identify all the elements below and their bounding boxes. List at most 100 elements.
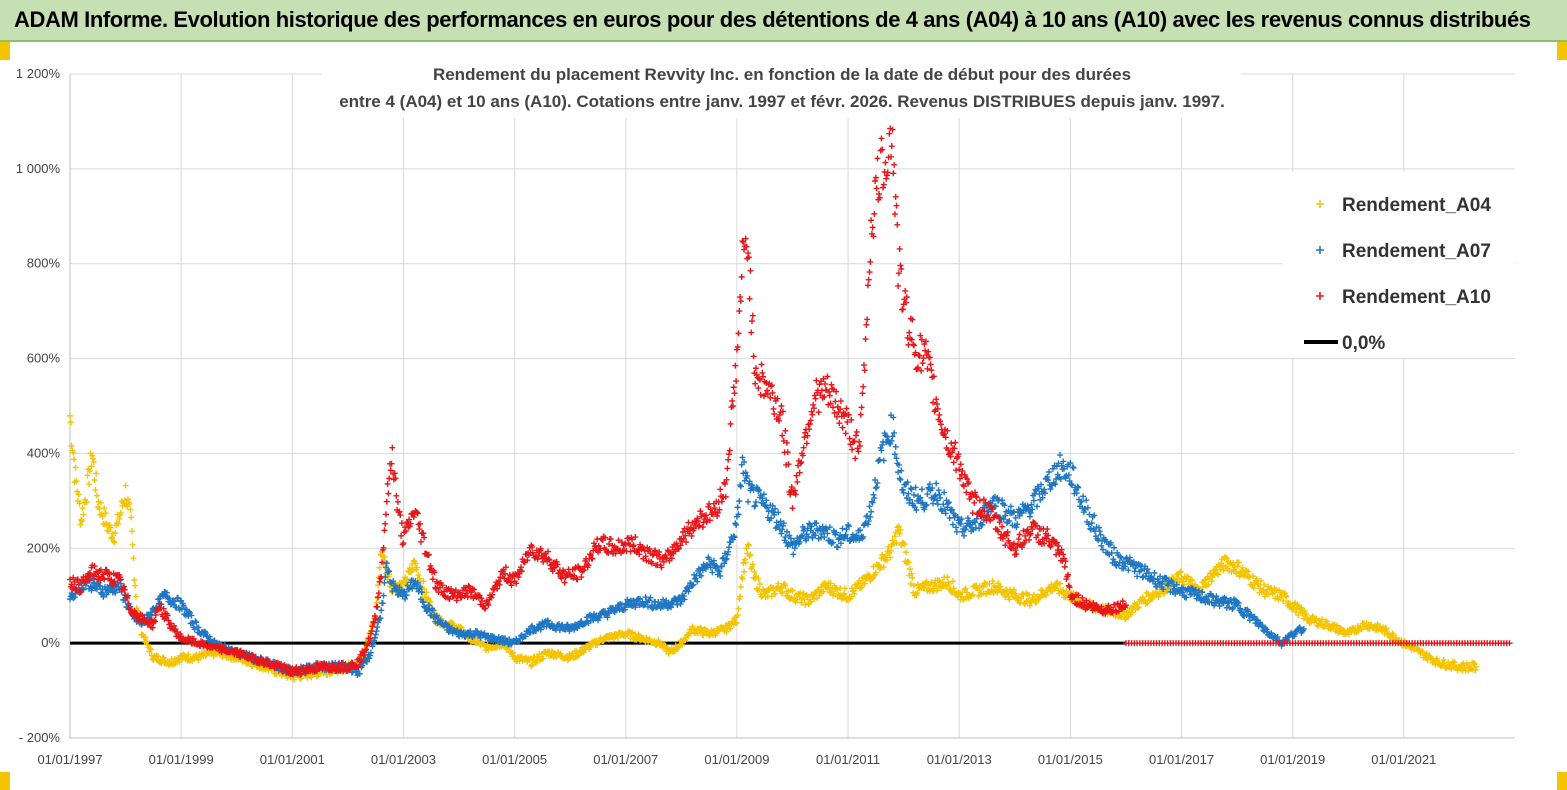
data-point xyxy=(992,584,999,591)
data-point xyxy=(969,510,976,517)
data-point xyxy=(122,482,129,489)
data-point xyxy=(892,443,899,450)
x-tick-label: 01/01/2017 xyxy=(1149,752,1214,767)
data-point xyxy=(962,585,969,592)
data-point xyxy=(1060,587,1067,594)
data-point xyxy=(629,629,636,636)
data-point xyxy=(871,210,878,217)
data-point xyxy=(425,595,432,602)
data-point xyxy=(852,455,859,462)
data-point xyxy=(651,638,658,645)
data-point xyxy=(1122,616,1129,623)
data-point xyxy=(945,580,952,587)
data-point xyxy=(102,510,109,517)
data-point xyxy=(1260,587,1267,594)
data-point xyxy=(77,521,84,528)
data-point xyxy=(398,580,405,587)
data-point xyxy=(636,632,643,639)
data-point xyxy=(375,582,382,589)
data-point xyxy=(1234,563,1241,570)
data-point xyxy=(93,470,100,477)
corner-marker-bottom-left xyxy=(0,772,10,790)
data-point xyxy=(679,641,686,648)
data-point xyxy=(803,440,810,447)
data-point xyxy=(1188,576,1195,583)
data-point xyxy=(839,424,846,431)
data-point xyxy=(84,472,91,479)
data-point xyxy=(865,276,872,283)
data-point xyxy=(892,193,899,200)
data-point xyxy=(859,390,866,397)
report-banner-title: ADAM Informe. Evolution historique des p… xyxy=(14,7,1531,32)
data-point xyxy=(779,590,786,597)
x-tick-label: 01/01/2009 xyxy=(704,752,769,767)
data-point xyxy=(752,502,759,509)
data-point xyxy=(1049,588,1056,595)
data-point xyxy=(782,582,789,589)
data-point xyxy=(132,593,139,600)
data-point xyxy=(749,561,756,568)
data-point xyxy=(882,159,889,166)
data-point xyxy=(939,579,946,586)
data-point xyxy=(891,161,898,168)
data-point xyxy=(799,591,806,598)
data-point xyxy=(749,564,756,571)
data-point xyxy=(412,560,419,567)
x-tick-label: 01/01/2015 xyxy=(1038,752,1103,767)
data-point xyxy=(868,508,875,515)
data-point xyxy=(791,595,798,602)
data-point xyxy=(905,559,912,566)
data-point xyxy=(733,620,740,627)
data-point xyxy=(883,552,890,559)
data-point xyxy=(709,569,716,576)
data-point xyxy=(775,580,782,587)
data-point xyxy=(935,487,942,494)
data-point xyxy=(1134,605,1141,612)
data-point xyxy=(997,583,1004,590)
data-point xyxy=(379,600,386,607)
data-point xyxy=(1053,578,1060,585)
data-point xyxy=(927,361,934,368)
data-point xyxy=(924,365,931,372)
data-point xyxy=(725,456,732,463)
data-point xyxy=(887,554,894,561)
data-point xyxy=(933,480,940,487)
data-point xyxy=(630,542,637,549)
data-point xyxy=(1016,531,1023,538)
data-point xyxy=(745,541,752,548)
data-point xyxy=(861,580,868,587)
data-point xyxy=(1111,544,1118,551)
data-point xyxy=(843,405,850,412)
data-point xyxy=(417,538,424,545)
data-point xyxy=(117,509,124,516)
data-point xyxy=(733,378,740,385)
data-point xyxy=(949,578,956,585)
data-point xyxy=(741,556,748,563)
data-point xyxy=(528,663,535,670)
data-point xyxy=(883,557,890,564)
data-point xyxy=(801,596,808,603)
data-point xyxy=(807,598,814,605)
data-point xyxy=(142,634,149,641)
data-point xyxy=(557,650,564,657)
data-point xyxy=(860,383,867,390)
data-point xyxy=(1015,536,1022,543)
data-point xyxy=(112,529,119,536)
data-point xyxy=(806,426,813,433)
data-point xyxy=(864,316,871,323)
series-A10-zero-run xyxy=(1122,640,1513,647)
data-point xyxy=(897,476,904,483)
data-point xyxy=(1201,577,1208,584)
data-point xyxy=(729,397,736,404)
data-point xyxy=(976,497,983,504)
data-point xyxy=(1292,608,1299,615)
data-point xyxy=(816,592,823,599)
data-point xyxy=(1205,581,1212,588)
data-point xyxy=(747,551,754,558)
data-point xyxy=(880,457,887,464)
data-point xyxy=(1253,576,1260,583)
data-point xyxy=(735,605,742,612)
data-point xyxy=(415,572,422,579)
data-point xyxy=(1208,578,1215,585)
data-point xyxy=(1155,593,1162,600)
